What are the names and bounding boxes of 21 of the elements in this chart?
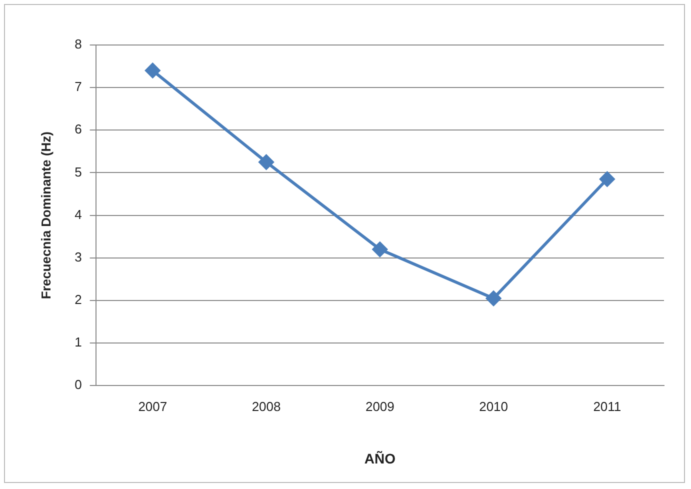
- x-tick-label: 2007: [138, 398, 168, 414]
- point: [372, 242, 388, 257]
- x-tick-label: 2011: [593, 398, 622, 414]
- y-tick-label: 0: [74, 377, 82, 392]
- y-tick-label: 1: [74, 334, 82, 350]
- point: [145, 63, 160, 78]
- point: [486, 290, 502, 306]
- y-tick-label: 3: [74, 249, 82, 264]
- x-tick-label: 2008: [252, 398, 281, 414]
- y-tick-label: 7: [74, 79, 82, 94]
- y-tick-label: 4: [74, 206, 82, 222]
- y-tick-label: 6: [74, 122, 82, 137]
- y-tick-label: 8: [74, 36, 82, 52]
- y-tick-label: 5: [74, 164, 82, 180]
- y-axis-title: Frecuecnia Dominante (Hz): [38, 132, 54, 300]
- y-tick-label: 2: [74, 292, 82, 308]
- x-tick-label: 2010: [479, 398, 508, 414]
- x-tick-label: 2009: [365, 398, 394, 414]
- point: [600, 172, 615, 187]
- point: [258, 154, 274, 170]
- x-axis-title: AÑO: [364, 450, 396, 466]
